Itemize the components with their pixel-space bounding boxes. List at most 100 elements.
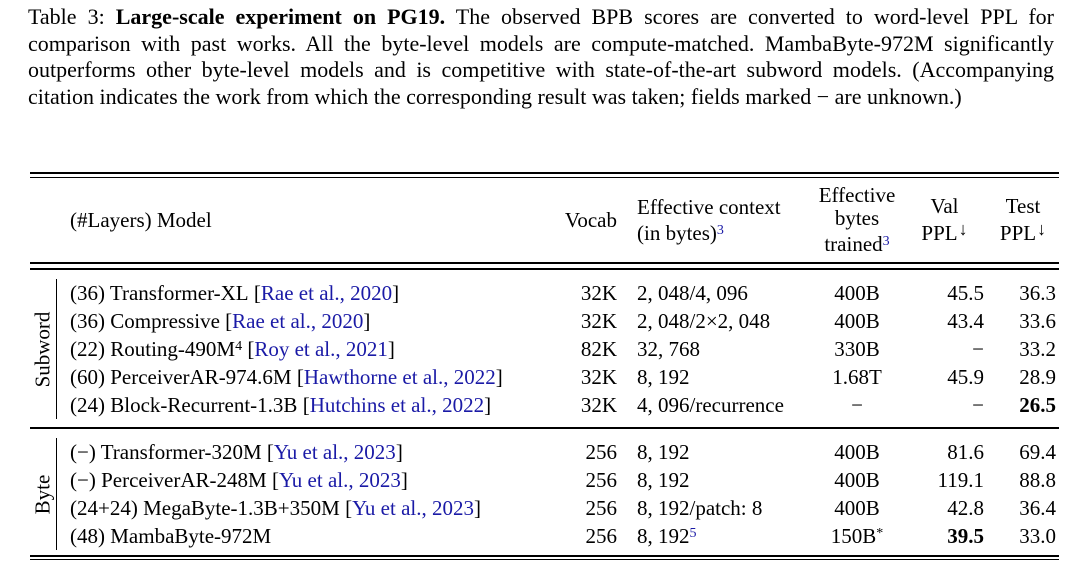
context-value: 8, 192 <box>637 467 690 492</box>
model-name: (24+24) MegaByte-1.3B+350M <box>70 495 340 520</box>
section-subword-label: Subword <box>30 311 55 387</box>
bytes-cell: 400B <box>812 496 902 521</box>
bytes-cell: − <box>812 393 902 418</box>
context-cell: 8, 192 <box>617 365 812 390</box>
header-bytes-trained-text: trained <box>824 232 883 256</box>
table-row: (36) Compressive [Rae et al., 2020] 32K … <box>57 307 1059 335</box>
section-byte-rows: (−) Transformer-320M [Yu et al., 2023] 2… <box>57 438 1059 550</box>
header-val-line2: PPL↓ <box>902 218 987 245</box>
model-cell: (22) Routing-490M4 [Roy et al., 2021] <box>57 337 542 362</box>
section-byte-label: Byte <box>30 474 55 514</box>
val-ppl-cell: 45.5 <box>947 280 984 305</box>
vocab-cell: 32K <box>580 392 617 417</box>
context-cell: 4, 096/recurrence <box>617 393 812 418</box>
header-test-line1: Test <box>1005 194 1041 218</box>
section-subword-strip: Subword <box>30 279 57 419</box>
footnote-5-link[interactable]: 5 <box>689 525 697 541</box>
citation-link[interactable]: Yu et al., 2023 <box>278 467 401 492</box>
down-arrow-icon: ↓ <box>958 219 968 239</box>
context-cell: 8, 1925 <box>617 524 812 549</box>
header-context-bytes-text: (in bytes) <box>637 220 717 245</box>
val-ppl-cell: − <box>972 336 984 361</box>
bytes-value: 400B <box>834 308 880 333</box>
model-cell: (60) PerceiverAR-974.6M [Hawthorne et al… <box>57 365 542 390</box>
model-name: (48) MambaByte-972M <box>70 523 272 548</box>
bytes-cell: 330B <box>812 337 902 362</box>
val-ppl-cell: 42.8 <box>947 495 984 520</box>
model-cell: (−) PerceiverAR-248M [Yu et al., 2023] <box>57 468 542 493</box>
citation-link[interactable]: Hutchins et al., 2022 <box>309 392 485 417</box>
citation-link[interactable]: Yu et al., 2023 <box>352 495 474 520</box>
header-val-line1: Val <box>930 194 959 218</box>
bytes-cell: 1.68T <box>812 365 902 390</box>
cite-bracket-close: ] <box>484 392 492 417</box>
test-ppl-cell: 33.6 <box>1019 308 1056 333</box>
context-value: 2, 048/4, 096 <box>637 280 748 305</box>
citation-link[interactable]: Roy et al., 2021 <box>254 336 388 361</box>
section-divider-rule <box>30 427 1059 429</box>
test-ppl-cell: 88.8 <box>1019 467 1056 492</box>
caption-body: The observed BPB scores are converted to… <box>28 4 1055 109</box>
model-cell: (36) Transformer-XL [Rae et al., 2020] <box>57 281 542 306</box>
table-row: (24) Block-Recurrent-1.3B [Hutchins et a… <box>57 391 1059 419</box>
context-value: 8, 192 <box>637 523 690 548</box>
vocab-cell: 82K <box>580 336 617 361</box>
section-byte: Byte (−) Transformer-320M [Yu et al., 20… <box>30 438 1059 550</box>
model-cell: (−) Transformer-320M [Yu et al., 2023] <box>57 440 542 465</box>
test-ppl-cell: 36.4 <box>1019 495 1056 520</box>
header-effective-context-line2: (in bytes)3 <box>637 219 812 245</box>
header-effective-bytes-line3: trained3 <box>812 230 902 256</box>
bytes-value: 1.68T <box>832 364 882 389</box>
section-subword-rows: (36) Transformer-XL [Rae et al., 2020] 3… <box>57 279 1059 419</box>
cite-bracket-open: [ <box>291 364 304 389</box>
header-vocab: Vocab <box>564 207 617 232</box>
context-cell: 8, 192 <box>617 468 812 493</box>
table-row: (24+24) MegaByte-1.3B+350M [Yu et al., 2… <box>57 494 1059 522</box>
down-arrow-icon: ↓ <box>1037 219 1047 239</box>
citation-link[interactable]: Yu et al., 2023 <box>273 439 396 464</box>
header-test-ppl-text: PPL <box>999 221 1037 245</box>
context-value: 4, 096/recurrence <box>637 392 784 417</box>
vocab-cell: 256 <box>585 439 618 464</box>
footnote-3-link[interactable]: 3 <box>882 234 890 249</box>
table-header-row: (#Layers) Model Vocab Effective context … <box>30 178 1059 262</box>
context-value: 32, 768 <box>637 336 700 361</box>
bytes-cell: 400B <box>812 309 902 334</box>
bytes-value: 400B <box>834 439 880 464</box>
bytes-cell: 400B <box>812 468 902 493</box>
vocab-cell: 256 <box>585 467 618 492</box>
header-test-ppl: Test PPL↓ <box>987 195 1059 245</box>
val-ppl-cell: 45.9 <box>947 364 984 389</box>
bytes-value: 400B <box>834 495 880 520</box>
header-effective-bytes-line2: bytes <box>834 206 880 230</box>
caption-title: Large-scale experiment on PG19. <box>115 4 446 29</box>
citation-link[interactable]: Rae et al., 2020 <box>260 280 393 305</box>
table-row: (22) Routing-490M4 [Roy et al., 2021] 82… <box>57 335 1059 363</box>
cite-bracket-close: ] <box>387 336 395 361</box>
model-cell: (48) MambaByte-972M <box>57 524 542 549</box>
bytes-value: 150B <box>830 523 877 548</box>
section-subword: Subword (36) Transformer-XL [Rae et al.,… <box>30 279 1059 419</box>
header-model: (#Layers) Model <box>70 207 212 232</box>
cite-bracket-open: [ <box>242 336 255 361</box>
model-name: (60) PerceiverAR-974.6M <box>70 364 292 389</box>
cite-bracket-close: ] <box>395 439 403 464</box>
bytes-cell: 400B <box>812 440 902 465</box>
cite-bracket-close: ] <box>392 280 400 305</box>
cite-bracket-open: [ <box>261 439 274 464</box>
test-ppl-cell: 33.0 <box>1019 523 1056 548</box>
citation-link[interactable]: Rae et al., 2020 <box>232 308 364 333</box>
citation-link[interactable]: Hawthorne et al., 2022 <box>303 364 496 389</box>
footnote-3-link[interactable]: 3 <box>716 222 724 238</box>
context-cell: 2, 048/4, 096 <box>617 281 812 306</box>
table-top-rule <box>30 172 1059 178</box>
bytes-value: 330B <box>834 336 880 361</box>
header-bottom-rule <box>30 262 1059 270</box>
cite-bracket-close: ] <box>473 495 481 520</box>
test-ppl-cell: 33.2 <box>1019 336 1056 361</box>
table-caption: Table 3: Large-scale experiment on PG19.… <box>28 4 1054 110</box>
bytes-asterisk: * <box>876 525 884 541</box>
context-cell: 32, 768 <box>617 337 812 362</box>
bytes-cell: 400B <box>812 281 902 306</box>
